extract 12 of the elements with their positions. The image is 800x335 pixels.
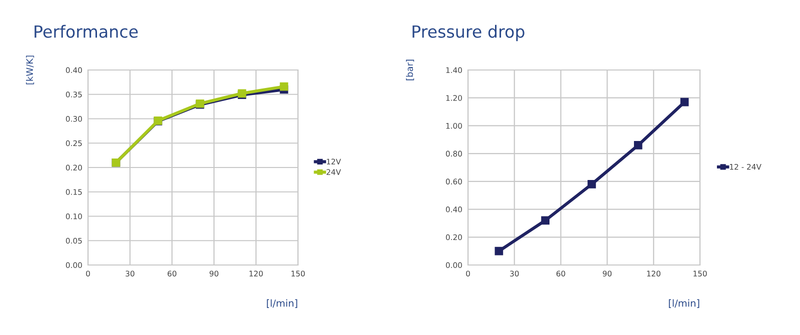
- point: [494, 246, 504, 256]
- x-axis-title: [l/min]: [668, 299, 700, 308]
- y-axis-title: [bar]: [406, 60, 414, 80]
- point: [680, 98, 689, 106]
- point: [634, 141, 642, 150]
- chart-title: Pressure drop: [412, 24, 524, 42]
- point: [280, 82, 288, 91]
- y-axis-title: [kW/K]: [26, 56, 34, 84]
- x-axis-title: [l/min]: [266, 299, 298, 308]
- point: [541, 216, 550, 225]
- chart-title: Performance: [34, 24, 138, 38]
- point: [588, 180, 596, 188]
